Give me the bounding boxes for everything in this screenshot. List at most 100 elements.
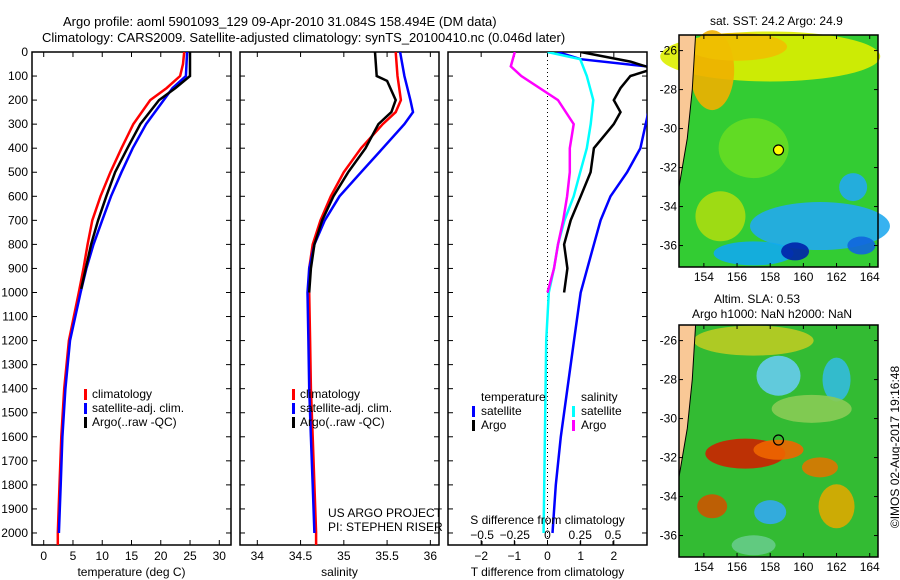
map-x-tick-label: 162 bbox=[827, 270, 847, 284]
series-line-argo-raw-qc- bbox=[79, 52, 192, 290]
map-x-tick-label: 160 bbox=[793, 270, 813, 284]
y-tick-label: 2000 bbox=[1, 526, 28, 540]
x-tick-label: 30 bbox=[213, 549, 227, 563]
map-x-tick-label: 158 bbox=[760, 560, 780, 574]
map1-title: sat. SST: 24.2 Argo: 24.9 bbox=[710, 14, 843, 28]
y-tick-label: 1700 bbox=[1, 454, 28, 468]
map-x-tick-label: 154 bbox=[694, 560, 714, 574]
map-field-patch bbox=[693, 325, 814, 356]
map-sla bbox=[678, 324, 879, 558]
legend-swatch bbox=[292, 417, 295, 428]
legend-swatch bbox=[292, 403, 295, 414]
x-tick-label: 25 bbox=[183, 549, 197, 563]
y-tick-label: 900 bbox=[8, 261, 28, 275]
map-y-tick-label: -26 bbox=[660, 334, 678, 348]
y-tick-label: 1500 bbox=[1, 406, 28, 420]
argo-float-marker bbox=[772, 434, 785, 446]
series-line-s-satellite bbox=[542, 52, 595, 534]
map-field-patch bbox=[781, 242, 810, 261]
y-tick-label: 1900 bbox=[1, 502, 28, 516]
legend-label: Argo bbox=[481, 418, 507, 432]
legend-swatch bbox=[292, 389, 295, 400]
panel-frame bbox=[239, 51, 440, 546]
legend-label: Argo bbox=[581, 418, 607, 432]
x-tick-label: 0 bbox=[544, 549, 551, 563]
legend-label: climatology bbox=[92, 387, 152, 401]
x2-axis-label: S difference from climatology bbox=[470, 513, 625, 527]
panel-temperature bbox=[31, 51, 232, 546]
pi-credit: PI: STEPHEN RISER bbox=[328, 520, 443, 534]
map-field-patch bbox=[822, 357, 851, 402]
x-tick-label: 36 bbox=[424, 549, 438, 563]
map2-title1: Altim. SLA: 0.53 bbox=[714, 292, 801, 306]
y-tick-label: 1400 bbox=[1, 382, 28, 396]
map-field-patch bbox=[754, 500, 787, 525]
legend-title: salinity bbox=[581, 390, 618, 404]
map-x-tick-label: 164 bbox=[860, 560, 880, 574]
map-y-tick-label: -34 bbox=[660, 200, 678, 214]
x-tick-label: 34 bbox=[251, 549, 265, 563]
map-y-tick-label: -36 bbox=[660, 239, 678, 253]
argo-float-marker bbox=[772, 144, 785, 156]
legend-swatch bbox=[472, 420, 475, 431]
x2-tick-label: −0.25 bbox=[500, 528, 531, 542]
legend-title: temperature bbox=[481, 390, 546, 404]
series-line-s-argo bbox=[509, 52, 576, 293]
map-field-patch bbox=[847, 236, 876, 255]
series-line-argo-raw-qc- bbox=[307, 52, 398, 293]
x-axis-label: T difference from climatology bbox=[471, 565, 625, 579]
map-y-tick-label: -32 bbox=[660, 451, 678, 465]
legend-label: climatology bbox=[300, 387, 360, 401]
map-sst bbox=[660, 30, 890, 268]
y-tick-label: 700 bbox=[8, 213, 28, 227]
legend-swatch bbox=[472, 406, 475, 417]
x2-tick-label: 0.5 bbox=[605, 528, 622, 542]
x2-tick-label: 0 bbox=[544, 528, 551, 542]
x-tick-label: 10 bbox=[96, 549, 110, 563]
y-tick-label: 600 bbox=[8, 189, 28, 203]
legend-label: satellite bbox=[581, 404, 622, 418]
map-field-patch bbox=[771, 394, 852, 423]
title-line2: Climatology: CARS2009. Satellite-adjuste… bbox=[42, 30, 566, 45]
x-tick-label: 15 bbox=[125, 549, 139, 563]
series-line-climatology bbox=[56, 52, 186, 545]
x-tick-label: 34.5 bbox=[289, 549, 313, 563]
x-tick-label: −1 bbox=[507, 549, 521, 563]
panel-salinity bbox=[239, 51, 440, 546]
map-field-patch bbox=[818, 484, 855, 529]
map-x-tick-label: 160 bbox=[793, 560, 813, 574]
map-field-patch bbox=[731, 535, 776, 556]
x-tick-label: 1 bbox=[577, 549, 584, 563]
series-line-climatology bbox=[307, 52, 403, 545]
legend-label: satellite-adj. clim. bbox=[92, 401, 184, 415]
y-tick-label: 1100 bbox=[2, 310, 28, 324]
x2-tick-label: 0.25 bbox=[569, 528, 593, 542]
x-tick-label: 20 bbox=[154, 549, 168, 563]
map-y-tick-label: -30 bbox=[660, 122, 678, 136]
map-field-patch bbox=[801, 457, 838, 478]
map-x-tick-label: 164 bbox=[860, 270, 880, 284]
y-tick-label: 1000 bbox=[1, 285, 28, 299]
x-tick-label: 0 bbox=[40, 549, 47, 563]
map-y-tick-label: -28 bbox=[660, 83, 678, 97]
x-tick-label: 2 bbox=[610, 549, 617, 563]
y-tick-label: 500 bbox=[8, 165, 28, 179]
y-tick-label: 300 bbox=[8, 117, 28, 131]
map-field-patch bbox=[753, 439, 804, 460]
legend-swatch bbox=[84, 389, 87, 400]
map-y-tick-label: -28 bbox=[660, 373, 678, 387]
legend-swatch bbox=[84, 417, 87, 428]
timestamp: ©IMOS 02-Aug-2017 19:16:48 bbox=[888, 365, 900, 529]
series-line-t-satellite bbox=[551, 52, 647, 534]
x-tick-label: 5 bbox=[70, 549, 77, 563]
y-tick-label: 400 bbox=[8, 141, 28, 155]
title-line1: Argo profile: aoml 5901093_129 09-Apr-20… bbox=[63, 14, 497, 29]
x-tick-label: 35 bbox=[337, 549, 351, 563]
x-axis-label: temperature (deg C) bbox=[77, 565, 185, 579]
map-field-patch bbox=[718, 118, 789, 179]
map-field-patch bbox=[839, 173, 868, 202]
legend-swatch bbox=[572, 406, 575, 417]
legend-label: Argo(..raw -QC) bbox=[92, 415, 177, 429]
